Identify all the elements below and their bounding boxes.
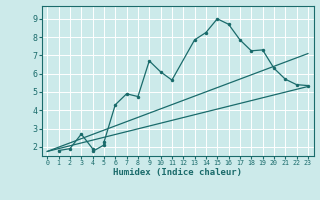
X-axis label: Humidex (Indice chaleur): Humidex (Indice chaleur) [113,168,242,177]
